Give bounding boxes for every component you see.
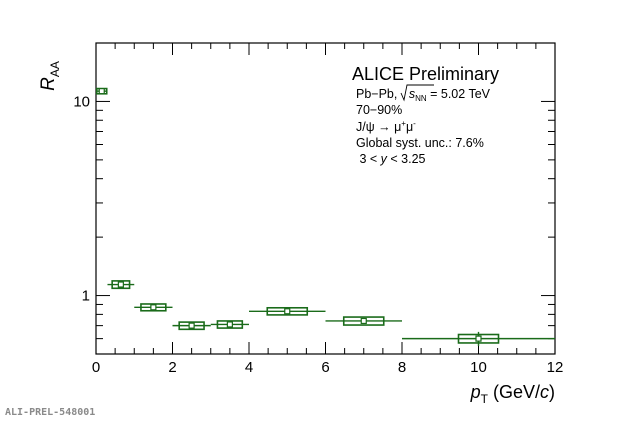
data-point — [107, 280, 135, 290]
y-tick-label: 10 — [73, 93, 90, 110]
sqrt-symbol — [400, 84, 434, 102]
data-point — [325, 316, 402, 326]
annotation-header: ALICE Preliminary — [352, 64, 499, 84]
data-points — [95, 87, 555, 346]
annotation-decay: J/ψ → μ+μ- — [356, 119, 416, 134]
data-point — [95, 87, 108, 95]
y-axis-ticks: 1 10 — [73, 42, 555, 355]
x-tick-label: 12 — [547, 359, 564, 376]
syst-error-box — [140, 303, 167, 312]
syst-error-box — [111, 280, 131, 290]
annotation-rapidity: 3 < y < 3.25 — [356, 152, 426, 166]
x-tick-label: 6 — [321, 359, 329, 376]
point-marker — [360, 317, 367, 325]
x-axis-ticks: 0 2 4 6 8 10 12 — [92, 43, 564, 376]
syst-error-box — [457, 333, 500, 344]
syst-error-box — [342, 316, 385, 326]
x-tick-label: 10 — [470, 359, 487, 376]
x-axis-title: pT (GeV/c) — [470, 382, 555, 406]
data-point — [402, 331, 555, 346]
point-marker — [284, 308, 291, 315]
x-tick-label: 2 — [168, 359, 176, 376]
data-point — [172, 321, 211, 331]
x-tick-label: 4 — [245, 359, 253, 376]
point-marker — [150, 304, 157, 311]
data-point — [249, 306, 326, 316]
point-marker — [188, 322, 195, 329]
syst-error-box — [266, 306, 309, 316]
y-tick-label: 1 — [82, 288, 90, 305]
x-tick-label: 0 — [92, 359, 100, 376]
annotation-collision: Pb−Pb, sNN = 5.02 TeV — [356, 87, 491, 103]
syst-error-box — [178, 321, 205, 331]
point-marker — [117, 281, 124, 288]
data-point — [134, 303, 173, 312]
watermark: ALI-PREL-548001 — [5, 407, 95, 418]
syst-error-box — [216, 320, 244, 329]
x-tick-label: 8 — [398, 359, 406, 376]
annotation-centrality: 70−90% — [356, 103, 402, 117]
point-marker — [98, 88, 105, 95]
data-point — [210, 320, 249, 329]
point-marker — [475, 335, 482, 342]
y-axis-title: RAA — [38, 61, 62, 91]
point-marker — [226, 321, 233, 328]
annotation-global-syst: Global syst. unc.: 7.6% — [356, 136, 484, 150]
